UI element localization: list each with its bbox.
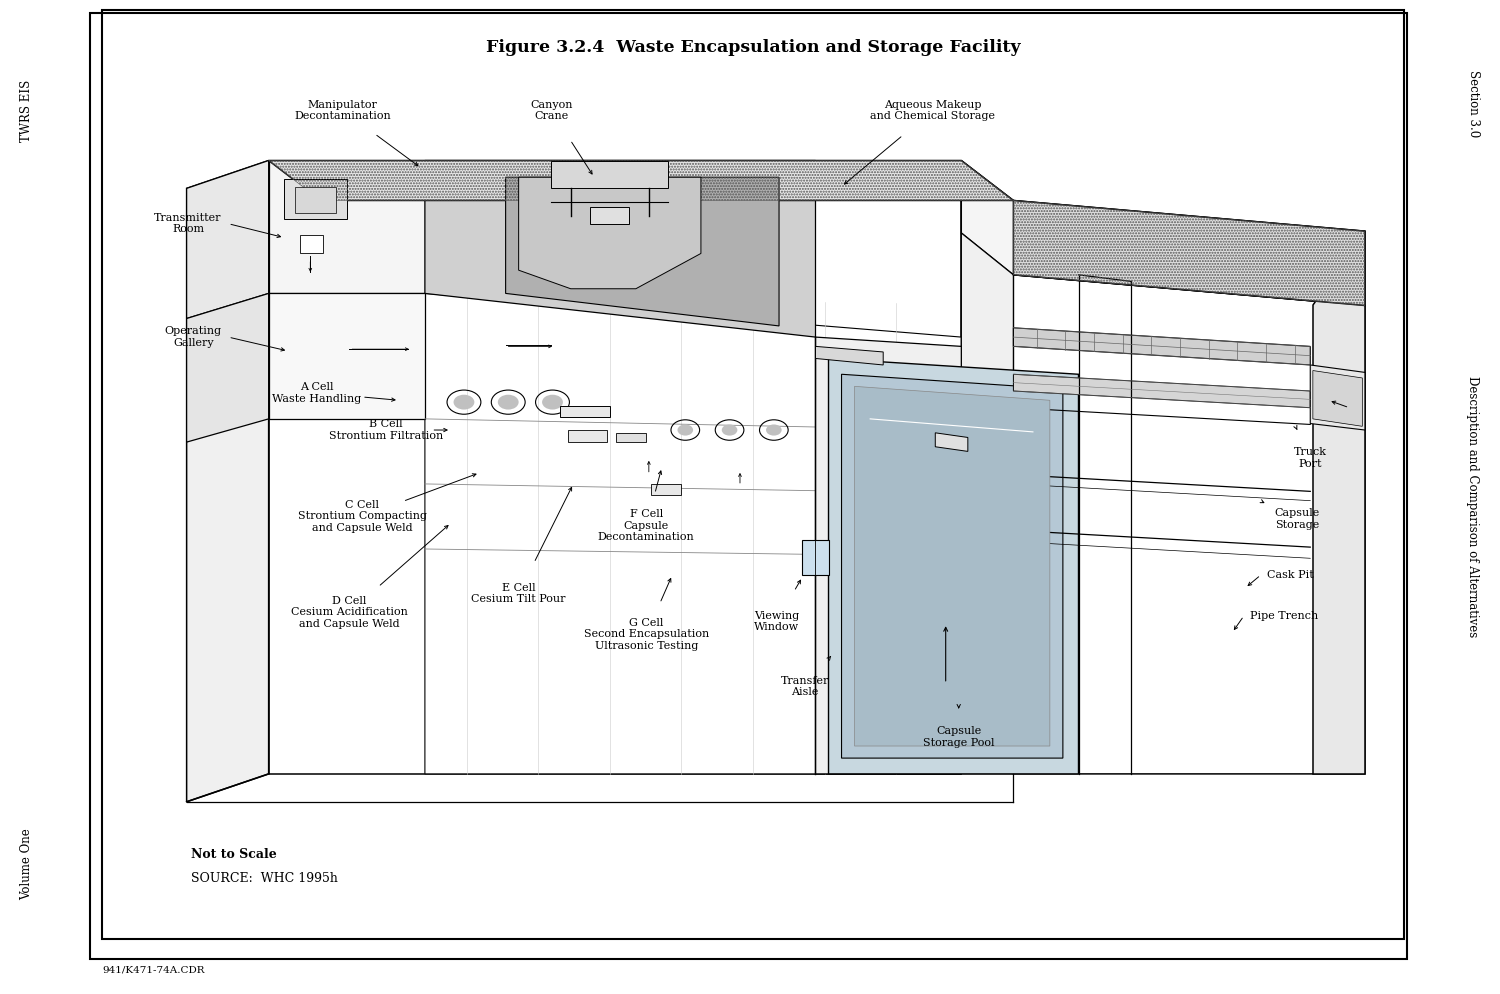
Polygon shape xyxy=(962,233,1014,774)
Polygon shape xyxy=(561,406,610,417)
Text: Capsule
Storage Pool: Capsule Storage Pool xyxy=(922,726,994,747)
Polygon shape xyxy=(186,293,268,442)
Polygon shape xyxy=(1014,328,1311,365)
Polygon shape xyxy=(828,359,1078,774)
Text: Transmitter
Room: Transmitter Room xyxy=(154,213,222,235)
Text: Aqueous Makeup
and Chemical Storage: Aqueous Makeup and Chemical Storage xyxy=(870,99,994,121)
Text: A Cell
Waste Handling: A Cell Waste Handling xyxy=(272,382,362,404)
Polygon shape xyxy=(519,177,701,288)
Circle shape xyxy=(678,424,693,435)
Polygon shape xyxy=(506,177,778,326)
Text: Manipulator
Decontamination: Manipulator Decontamination xyxy=(294,99,392,121)
Polygon shape xyxy=(816,346,884,365)
Text: Viewing
Window: Viewing Window xyxy=(754,610,800,632)
Polygon shape xyxy=(300,235,324,253)
Polygon shape xyxy=(550,160,669,189)
Text: Section 3.0: Section 3.0 xyxy=(1467,70,1479,137)
Text: Capsule
Storage: Capsule Storage xyxy=(1275,509,1320,530)
Text: Not to Scale: Not to Scale xyxy=(190,848,276,861)
Polygon shape xyxy=(842,375,1064,758)
Text: Operating
Gallery: Operating Gallery xyxy=(165,326,222,348)
Circle shape xyxy=(453,395,474,410)
Polygon shape xyxy=(186,160,268,802)
Polygon shape xyxy=(1014,274,1365,774)
Polygon shape xyxy=(568,430,608,442)
Text: Cask Pit: Cask Pit xyxy=(1268,570,1314,580)
Polygon shape xyxy=(1312,371,1362,426)
Text: E Cell
Cesium Tilt Pour: E Cell Cesium Tilt Pour xyxy=(471,582,566,604)
Polygon shape xyxy=(1311,365,1365,430)
Polygon shape xyxy=(816,337,962,774)
Polygon shape xyxy=(936,432,968,451)
Text: Volume One: Volume One xyxy=(21,828,33,900)
Text: D Cell
Cesium Acidification
and Capsule Weld: D Cell Cesium Acidification and Capsule … xyxy=(291,595,408,629)
Polygon shape xyxy=(424,160,816,337)
Text: Truck
Port: Truck Port xyxy=(1294,447,1328,469)
Text: F Cell
Capsule
Decontamination: F Cell Capsule Decontamination xyxy=(598,509,694,543)
Polygon shape xyxy=(424,293,962,774)
Text: TWRS EIS: TWRS EIS xyxy=(21,80,33,142)
Polygon shape xyxy=(268,293,424,418)
Polygon shape xyxy=(1014,201,1365,305)
Polygon shape xyxy=(616,432,646,442)
Text: Description and Comparison of Alternatives: Description and Comparison of Alternativ… xyxy=(1467,377,1479,637)
Polygon shape xyxy=(1014,375,1311,408)
Polygon shape xyxy=(855,387,1050,746)
Text: Pipe Trench: Pipe Trench xyxy=(1251,611,1318,621)
Circle shape xyxy=(766,424,782,435)
Polygon shape xyxy=(268,160,424,293)
Polygon shape xyxy=(268,160,1014,201)
Polygon shape xyxy=(651,484,681,495)
Polygon shape xyxy=(186,160,268,318)
Polygon shape xyxy=(294,187,336,213)
Circle shape xyxy=(722,424,738,435)
Text: Transfer
Aisle: Transfer Aisle xyxy=(782,676,830,698)
Text: C Cell
Strontium Compacting
and Capsule Weld: C Cell Strontium Compacting and Capsule … xyxy=(298,500,427,533)
Polygon shape xyxy=(285,179,346,219)
Text: G Cell
Second Encapsulation
Ultrasonic Testing: G Cell Second Encapsulation Ultrasonic T… xyxy=(584,618,710,651)
Polygon shape xyxy=(268,160,962,774)
Circle shape xyxy=(498,395,519,410)
Text: Figure 3.2.4  Waste Encapsulation and Storage Facility: Figure 3.2.4 Waste Encapsulation and Sto… xyxy=(486,39,1020,56)
Polygon shape xyxy=(1312,232,1365,774)
Polygon shape xyxy=(590,207,630,224)
Text: Canyon
Crane: Canyon Crane xyxy=(530,99,573,121)
Polygon shape xyxy=(962,160,1365,305)
Text: B Cell
Strontium Filtration: B Cell Strontium Filtration xyxy=(328,419,442,440)
Text: 941/K471-74A.CDR: 941/K471-74A.CDR xyxy=(102,965,204,974)
Circle shape xyxy=(542,395,562,410)
Text: SOURCE:  WHC 1995h: SOURCE: WHC 1995h xyxy=(190,873,338,886)
Polygon shape xyxy=(802,540,828,575)
